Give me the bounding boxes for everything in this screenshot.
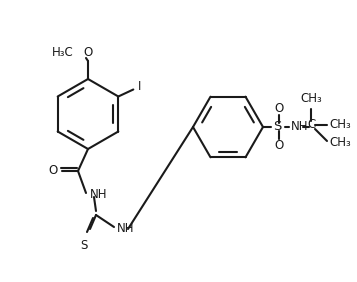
Text: NH: NH	[291, 120, 308, 133]
Text: C: C	[307, 118, 315, 131]
Text: I: I	[138, 80, 142, 93]
Text: O: O	[49, 164, 58, 177]
Text: NH: NH	[90, 188, 107, 202]
Text: CH₃: CH₃	[329, 136, 351, 149]
Text: S: S	[273, 120, 281, 133]
Text: CH₃: CH₃	[329, 118, 351, 131]
Text: H₃C: H₃C	[52, 46, 74, 59]
Text: CH₃: CH₃	[300, 92, 322, 105]
Text: S: S	[80, 239, 88, 252]
Text: NH: NH	[117, 222, 135, 235]
Text: O: O	[275, 139, 283, 152]
Text: O: O	[275, 102, 283, 115]
Text: O: O	[84, 46, 92, 59]
